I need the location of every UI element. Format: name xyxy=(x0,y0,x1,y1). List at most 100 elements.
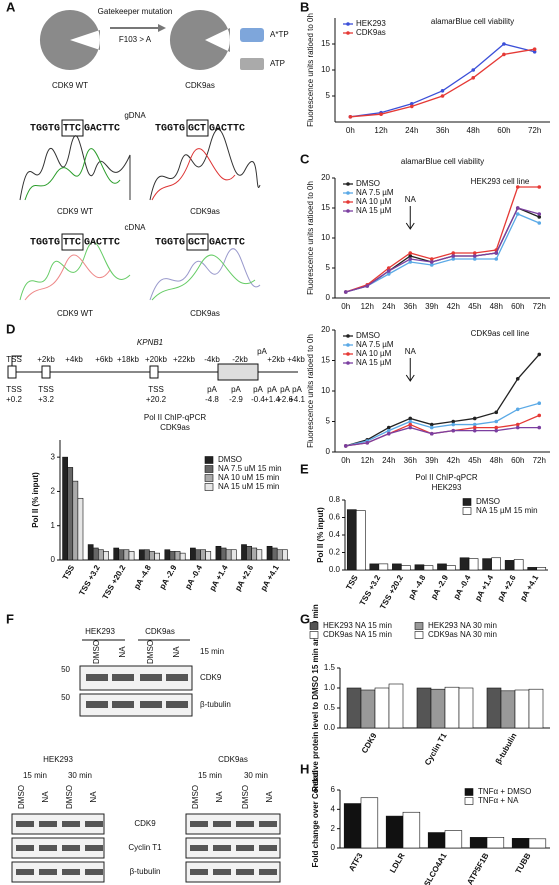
label: GACTTC xyxy=(84,124,120,135)
y-tick-label: 1.0 xyxy=(324,683,336,692)
y-tick-label: 15 xyxy=(321,203,330,212)
amplicon-label: +0.2 xyxy=(6,395,22,404)
bar xyxy=(174,551,181,561)
band xyxy=(259,845,277,851)
bar xyxy=(511,838,530,849)
legend-label: DMSO xyxy=(476,497,500,506)
series-line xyxy=(345,186,540,293)
chart-title: Pol II ChIP-qPCR xyxy=(415,473,477,482)
chart-subtitle: HEK293 xyxy=(432,483,462,492)
x-tick-label: 60h xyxy=(497,126,510,135)
point xyxy=(494,419,499,424)
label: DMSO xyxy=(65,785,74,809)
exon xyxy=(217,363,259,381)
map-label: +2kb xyxy=(267,355,285,364)
label: CDK9 xyxy=(200,673,222,682)
bar xyxy=(486,837,505,849)
label: CDK9as xyxy=(190,309,220,318)
legend-swatch xyxy=(346,200,350,204)
legend-swatch xyxy=(414,622,424,630)
label: ATP xyxy=(270,59,285,68)
label: gDNA xyxy=(124,111,146,120)
legend-label: NA 15 µM 15 min xyxy=(476,506,538,515)
point xyxy=(471,68,476,72)
bar xyxy=(230,549,237,561)
bar xyxy=(482,558,492,571)
band xyxy=(16,869,34,875)
legend-swatch xyxy=(464,788,474,796)
band xyxy=(62,869,80,875)
series-line xyxy=(345,402,540,447)
x-tick-label: TSS +3.2 xyxy=(77,563,102,597)
x-tick-label: 45h xyxy=(468,302,481,311)
amplicon-label: +4.1 xyxy=(289,395,305,404)
bar xyxy=(378,563,389,571)
band xyxy=(39,845,57,851)
bar xyxy=(446,565,456,571)
x-tick-label: 72h xyxy=(533,456,546,465)
label: CDK9 xyxy=(134,819,156,828)
label: NA xyxy=(265,791,274,803)
map-label: +20kb xyxy=(145,355,168,364)
bar xyxy=(62,456,68,561)
annotation-arrow-head xyxy=(405,374,415,382)
band xyxy=(190,821,208,827)
legend-label: NA 15 µM xyxy=(356,206,392,215)
bar xyxy=(374,687,390,729)
band xyxy=(236,845,254,851)
annotation: NA xyxy=(405,195,417,204)
legend-swatch xyxy=(309,622,319,630)
panel-a-art xyxy=(19,10,264,301)
point xyxy=(472,428,477,433)
map-label: TSS xyxy=(6,355,22,364)
x-tick-label: 12h xyxy=(361,302,374,311)
amplicon-label: pA xyxy=(231,385,241,394)
series-line xyxy=(345,414,540,447)
label: F103 > A xyxy=(119,35,152,44)
bar xyxy=(402,811,421,849)
legend-swatch xyxy=(204,483,214,491)
point xyxy=(515,407,520,412)
point xyxy=(348,115,353,119)
y-axis-label: Pol II (% input) xyxy=(31,472,40,528)
blot xyxy=(11,813,105,835)
bar xyxy=(527,567,538,571)
legend-swatch xyxy=(204,474,214,482)
bar xyxy=(113,547,120,561)
legend-swatch xyxy=(462,507,472,515)
label: 15 min xyxy=(200,647,224,656)
blot xyxy=(185,837,281,859)
map-label: +4kb xyxy=(65,355,83,364)
point xyxy=(537,413,542,418)
band xyxy=(62,821,80,827)
y-tick-label: 6 xyxy=(331,785,336,794)
annotation-arrow-head xyxy=(405,222,415,230)
atp-analog-icon xyxy=(240,28,264,42)
label: cDNA xyxy=(125,223,147,232)
map-label: +2kb xyxy=(37,355,55,364)
point xyxy=(515,206,520,210)
label: CDK9as xyxy=(218,755,248,764)
y-tick-label: 2 xyxy=(331,824,336,833)
label: GACTTC xyxy=(209,124,245,135)
band xyxy=(236,821,254,827)
band xyxy=(16,821,34,827)
band xyxy=(86,701,108,708)
bar xyxy=(67,467,74,561)
panel-label: E xyxy=(300,461,309,476)
point xyxy=(386,269,391,273)
legend-label: NA 7.5 µM xyxy=(356,340,394,349)
map-label: +6kb xyxy=(95,355,113,364)
blot xyxy=(11,837,105,859)
point xyxy=(537,352,542,357)
legend-label: HEK293 xyxy=(356,19,386,28)
label: 30 min xyxy=(68,771,92,780)
point xyxy=(537,401,542,406)
point xyxy=(472,425,477,430)
legend-label: DMSO xyxy=(356,331,380,340)
x-tick-label: pA +1.4 xyxy=(208,563,230,593)
band xyxy=(112,674,134,681)
chromatogram xyxy=(19,135,131,201)
point xyxy=(515,185,520,189)
bar xyxy=(149,551,155,561)
